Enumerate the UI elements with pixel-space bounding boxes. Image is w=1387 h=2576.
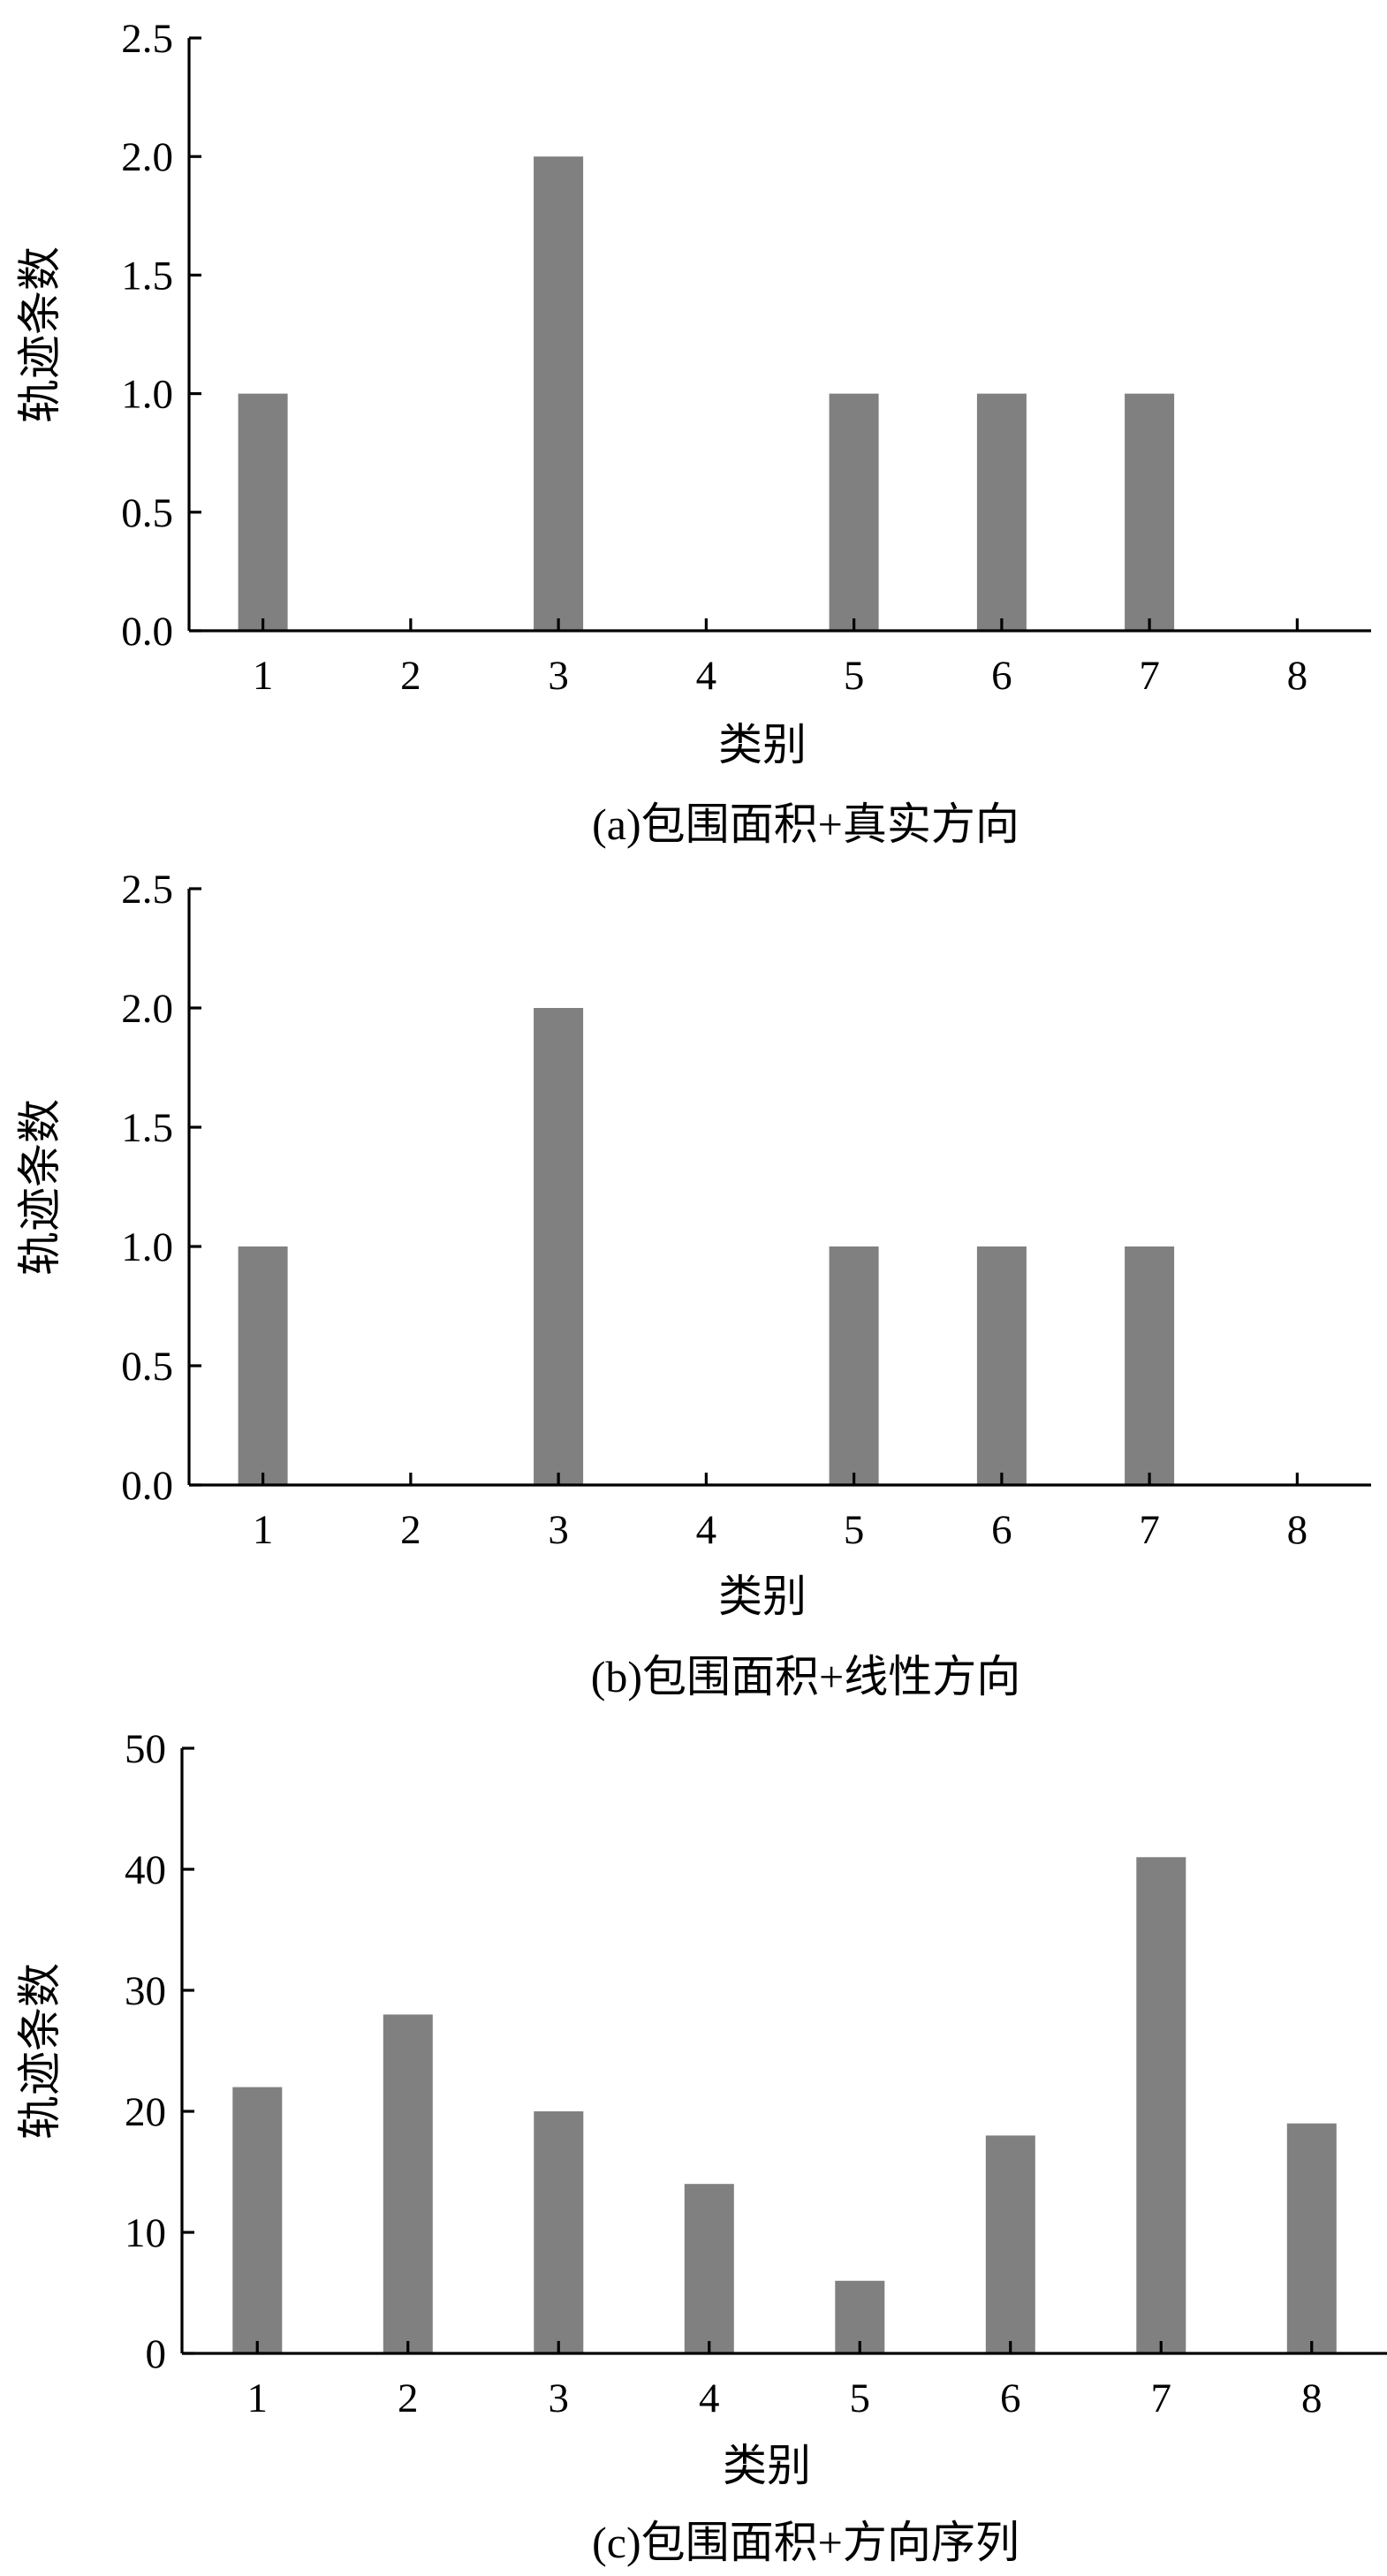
panel-b-y-tick-label: 2.0	[121, 986, 173, 1032]
panel-a-y-axis-title: 轨迹条数	[14, 246, 65, 423]
panel-c-x-tick-label: 6	[1000, 2375, 1021, 2421]
panel-a-x-tick-label: 7	[1139, 653, 1160, 699]
panel-b-y-tick-label: 1.5	[121, 1105, 173, 1151]
panel-a-y-tick-label: 0.0	[121, 609, 173, 655]
panel-c-bar-8	[1286, 2123, 1337, 2353]
panel-b-x-tick-label: 2	[400, 1507, 421, 1553]
panel-c-x-tick-label: 8	[1301, 2375, 1323, 2421]
panel-c-y-tick-label: 10	[125, 2210, 166, 2256]
panel-b-x-tick-label: 1	[253, 1507, 274, 1553]
panel-a-bar-1	[238, 393, 288, 631]
panel-b-x-axis-title: 类别	[718, 1571, 807, 1622]
panel-b-bar-5	[829, 1246, 879, 1485]
panel-b-x-tick-label: 3	[548, 1507, 569, 1553]
panel-b-chart: 0.0 0.5 1.0 1.5 2.0 2.5 1 2 3 4 5 6 7 8 类别 轨迹条数 (b)包围面积+…	[14, 867, 1371, 1701]
panel-c-y-tick-label: 20	[125, 2089, 166, 2135]
panel-a-bar-5	[829, 393, 879, 631]
panel-c-bar-6	[985, 2135, 1035, 2353]
panel-b-y-tick-label: 1.0	[121, 1224, 173, 1270]
panel-a-x-tick-label: 3	[548, 653, 569, 699]
panel-c-y-tick-label: 30	[125, 1968, 166, 2014]
panel-c-x-tick-label: 3	[549, 2375, 570, 2421]
panel-b-bar-6	[976, 1246, 1027, 1485]
panel-b-caption: (b)包围面积+线性方向	[591, 1652, 1021, 1701]
panel-c-x-tick-label: 7	[1151, 2375, 1172, 2421]
panel-a-bar-3	[534, 156, 584, 631]
panel-a-x-tick-label: 8	[1287, 653, 1308, 699]
panel-a-bar-7	[1125, 393, 1175, 631]
panel-b-y-tick-label: 0.0	[121, 1463, 173, 1509]
panel-a-y-tick-label: 0.5	[121, 490, 173, 536]
panel-a-y-tick-label: 2.5	[121, 16, 173, 62]
panel-a-x-tick-label: 1	[253, 653, 274, 699]
panel-c-bar-3	[534, 2111, 584, 2353]
panel-c-y-tick-label: 0	[146, 2331, 167, 2377]
panel-c-y-tick-label: 50	[125, 1726, 166, 1772]
panel-a-y-tick-label: 1.0	[121, 372, 173, 418]
panel-b-bar-1	[238, 1246, 288, 1485]
panel-a-x-tick-label: 5	[844, 653, 865, 699]
panel-c-bar-1	[232, 2087, 283, 2353]
panel-b-x-tick-label: 5	[844, 1507, 865, 1553]
panel-c-x-axis-title: 类别	[723, 2440, 811, 2491]
panel-c-chart: 0 10 20 30 40 50 1 2 3 4 5 6 7 8 类别 轨迹条数 (c)包围面积+方向序列	[14, 1726, 1387, 2567]
panel-a-y-tick-label: 2.0	[121, 134, 173, 180]
panel-c-x-tick-label: 4	[699, 2375, 720, 2421]
panel-c-bar-4	[684, 2184, 734, 2353]
panel-a-y-tick-label: 1.5	[121, 253, 173, 299]
panel-b-y-tick-label: 2.5	[121, 867, 173, 913]
panel-a-x-tick-label: 4	[696, 653, 717, 699]
panel-b-x-tick-label: 8	[1287, 1507, 1308, 1553]
panel-a-x-tick-label: 2	[400, 653, 421, 699]
panel-b-x-tick-label: 4	[696, 1507, 717, 1553]
panel-b-bar-7	[1125, 1246, 1175, 1485]
panel-b-x-tick-label: 6	[991, 1507, 1012, 1553]
panel-c-y-axis-title: 轨迹条数	[14, 1963, 65, 2140]
panel-b-bar-3	[534, 1008, 584, 1485]
panel-c-caption: (c)包围面积+方向序列	[592, 2518, 1019, 2567]
panel-c-x-tick-label: 5	[850, 2375, 871, 2421]
panel-a-bar-6	[976, 393, 1027, 631]
panel-a-caption: (a)包围面积+真实方向	[592, 799, 1019, 849]
panel-b-y-axis-title: 轨迹条数	[14, 1099, 65, 1276]
panel-c-bar-2	[383, 2014, 433, 2353]
panel-c-bar-7	[1136, 1857, 1186, 2353]
panel-c-x-tick-label: 2	[398, 2375, 419, 2421]
panel-a-x-tick-label: 6	[991, 653, 1012, 699]
panel-b-x-tick-label: 7	[1139, 1507, 1160, 1553]
panel-a-x-axis-title: 类别	[718, 719, 807, 770]
panel-c-y-tick-label: 40	[125, 1847, 166, 1893]
panel-c-x-tick-label: 1	[247, 2375, 269, 2421]
panel-b-y-tick-label: 0.5	[121, 1344, 173, 1390]
panel-a-chart: 0.0 0.5 1.0 1.5 2.0 2.5 1 2 3 4 5 6 7 8 类别 轨迹条数 (a)包围面积+…	[14, 16, 1371, 849]
